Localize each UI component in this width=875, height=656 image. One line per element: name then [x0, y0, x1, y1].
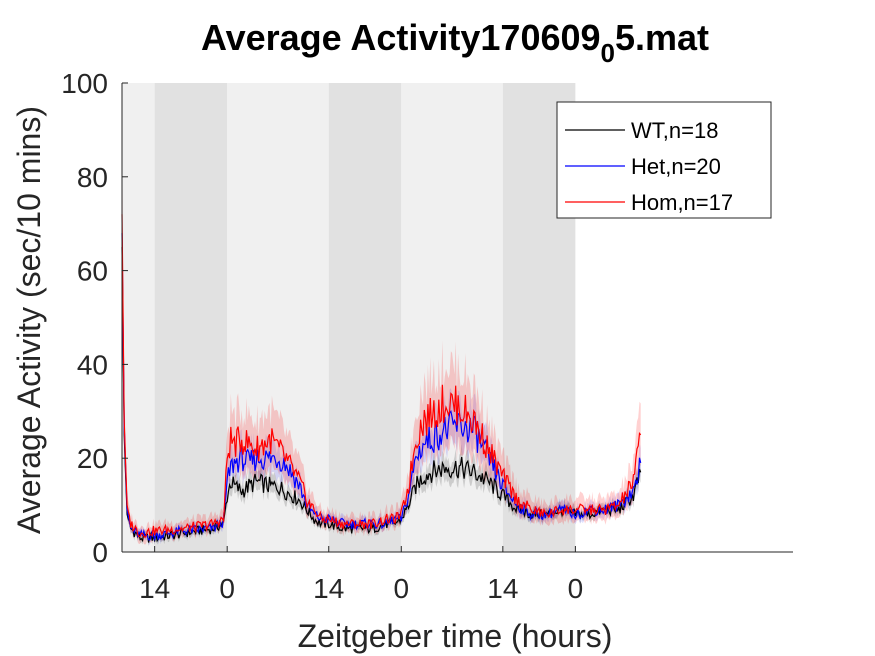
y-tick-label: 40: [77, 349, 108, 380]
series-line-3: [121, 214, 642, 539]
x-axis-label: Zeitgeber time (hours): [298, 618, 613, 654]
y-tick-label: 20: [77, 443, 108, 474]
legend: WT,n=18 Het,n=20 Hom,n=17: [556, 101, 772, 219]
x-tick-label: 14: [139, 573, 170, 604]
chart-title: Average Activity17060905.mat: [201, 17, 709, 68]
y-tick-label: 80: [77, 162, 108, 193]
legend-label-1: WT,n=18: [631, 118, 718, 143]
chart-title-tail: 5.mat: [615, 17, 709, 58]
tick-labels: 0 20 40 60 80 100 14 0 14 0 14 0: [61, 68, 583, 604]
error-band-3: [122, 124, 641, 545]
axes: [121, 82, 793, 553]
period-shading-dark: [154, 83, 228, 552]
y-tick-label: 100: [61, 68, 108, 99]
period-shading-light: [122, 83, 155, 552]
legend-box: [556, 101, 772, 219]
legend-label-3: Hom,n=17: [631, 190, 733, 215]
x-tick-label: 0: [393, 573, 409, 604]
period-shading-dark: [328, 83, 402, 552]
y-tick-label: 0: [92, 537, 108, 568]
x-tick-label: 0: [568, 573, 584, 604]
y-tick-label: 60: [77, 256, 108, 287]
x-tick-label: 14: [487, 573, 518, 604]
series-lines: [121, 214, 642, 543]
period-shading-light: [227, 83, 329, 552]
y-axis-label: Average Activity (sec/10 mins): [11, 106, 47, 534]
legend-label-2: Het,n=20: [631, 154, 721, 179]
x-tick-label: 14: [313, 573, 344, 604]
x-tick-label: 0: [219, 573, 235, 604]
chart-title-subscript: 0: [601, 38, 615, 68]
